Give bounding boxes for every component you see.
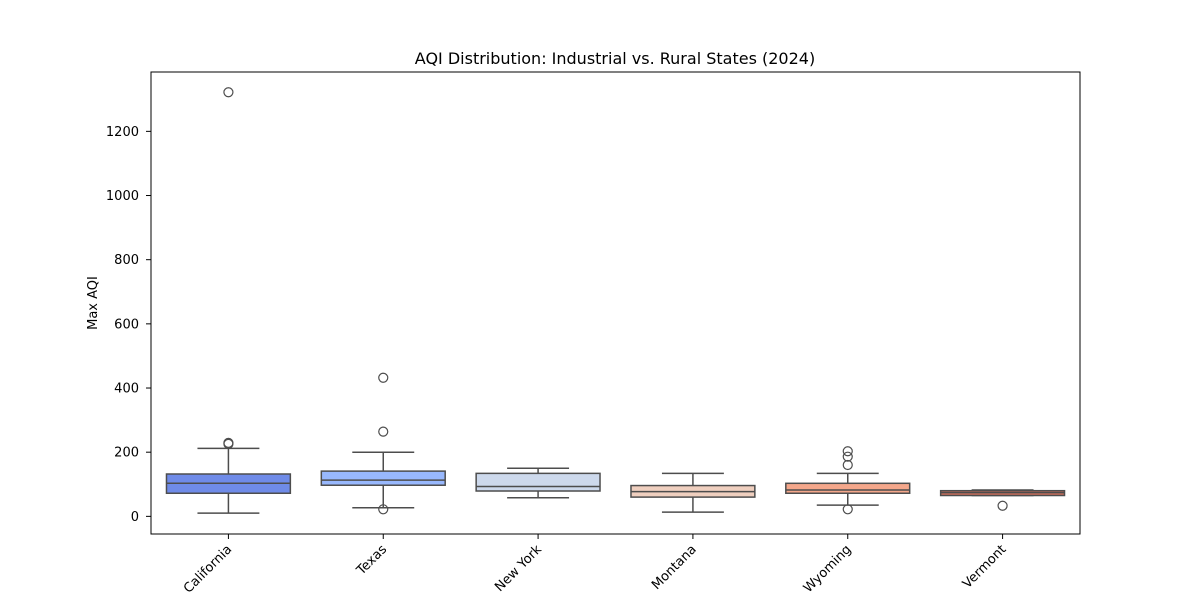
- outlier-point-california: [223, 437, 234, 448]
- box-group-new-york: [475, 467, 601, 499]
- outlier-point-wyoming: [842, 451, 853, 462]
- x-tick-label: New York: [492, 542, 545, 595]
- box-wyoming: [785, 482, 911, 495]
- y-tick-label: 1000: [106, 189, 139, 204]
- outlier-point-california: [223, 87, 234, 98]
- y-axis-label: Max AQI: [86, 276, 101, 330]
- axes: 0 200 400 600 800 1000 1200 California Texas New …: [106, 71, 1081, 596]
- box-group-california: [165, 87, 292, 514]
- y-tick-label: 1200: [106, 125, 139, 140]
- box-group-texas: [320, 372, 446, 515]
- box-group-montana: [630, 472, 756, 513]
- box-group-wyoming: [785, 446, 911, 515]
- box-group-vermont: [939, 489, 1066, 511]
- plot-area: [165, 87, 1066, 515]
- y-tick-label: 600: [114, 317, 139, 332]
- y-tick-label: 200: [114, 446, 139, 461]
- x-tick-label: Wyoming: [801, 542, 855, 596]
- y-tick-label: 0: [131, 510, 139, 525]
- outlier-point-texas: [378, 426, 389, 437]
- box-texas: [320, 470, 446, 486]
- chart-title: AQI Distribution: Industrial vs. Rural S…: [415, 49, 815, 68]
- x-tick-label: Montana: [649, 542, 700, 593]
- box-new-york: [475, 472, 601, 492]
- x-tick-label: Texas: [353, 542, 390, 579]
- outlier-point-texas: [378, 372, 389, 383]
- x-tick-label: Vermont: [960, 542, 1009, 591]
- plot-frame: [150, 71, 1081, 535]
- outlier-point-vermont: [997, 500, 1008, 511]
- x-tick-label: California: [181, 542, 235, 596]
- outlier-point-wyoming: [842, 504, 853, 515]
- outlier-point-wyoming: [842, 459, 853, 471]
- y-tick-label: 800: [114, 253, 139, 268]
- outlier-point-wyoming: [842, 446, 853, 457]
- outlier-point-texas: [378, 504, 389, 515]
- y-tick-label: 400: [114, 382, 139, 397]
